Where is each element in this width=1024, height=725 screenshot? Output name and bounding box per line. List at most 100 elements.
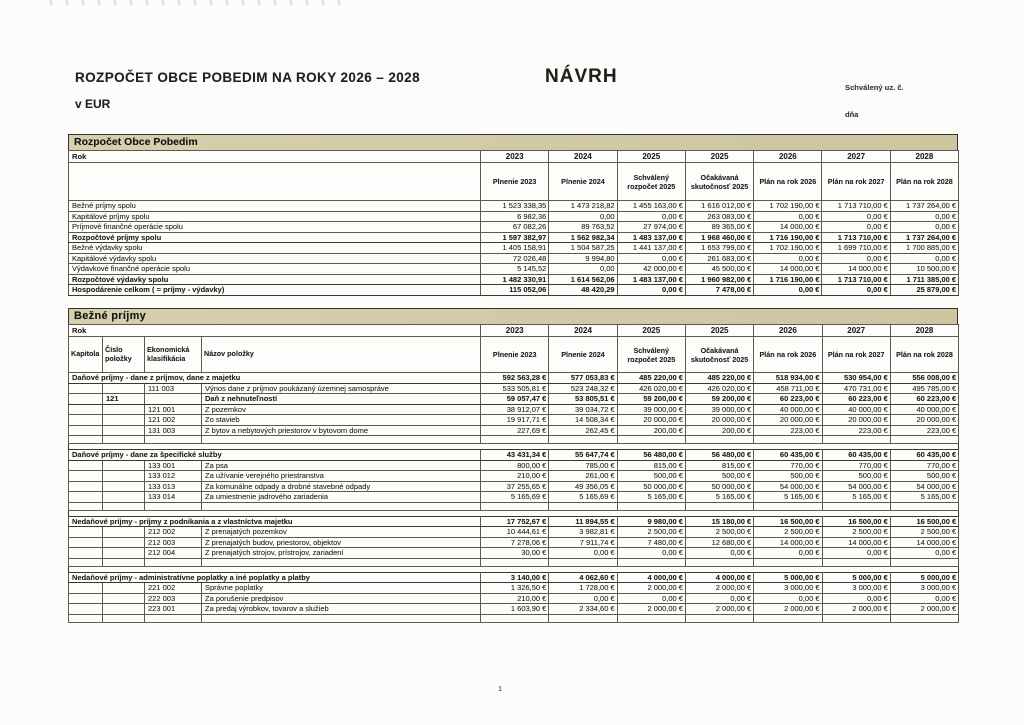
value-cell: 1 700 885,00 € (889, 242, 960, 254)
value-cell: 12 680,00 € (684, 536, 755, 548)
empty-cell (889, 435, 960, 444)
value-cell: 262,45 € (548, 424, 618, 436)
value-cell: 227,69 € (480, 424, 550, 436)
row-label: Bežné príjmy spolu (68, 200, 481, 212)
value-cell: 9 994,80 (548, 252, 618, 264)
econ-class-cell: 212 002 (144, 526, 202, 538)
kapitola-cell (68, 491, 103, 503)
section-name: Daňové príjmy - dane z príjmov, dane z m… (67, 372, 482, 384)
value-cell: 1 960 982,00 € (684, 273, 755, 285)
value-cell: 5 165,00 € (684, 491, 755, 503)
item-row: 212 004 Z prenajatých strojov, prístrojov… (68, 547, 960, 559)
period-subheader: Plnenie 2023 (479, 162, 550, 201)
section-gap (68, 510, 959, 516)
income-table-block: Bežné príjmy Rok 2023 2024 2025 2025 2026 2027… (67, 308, 960, 623)
value-cell: 0,00 (548, 210, 618, 222)
value-cell: 3 000,00 € (753, 582, 823, 594)
value-cell: 0,00 € (821, 252, 891, 264)
section-header-row: Nedaňové príjmy - príjmy z podnikania a … (67, 515, 960, 527)
empty-cell (548, 557, 618, 567)
item-number-cell (102, 480, 145, 492)
value-cell: 0,00 € (684, 592, 755, 604)
value-cell: 1 562 982,34 (548, 231, 618, 243)
value-cell: 200,00 € (616, 424, 686, 436)
value-cell: 54 000,00 € (753, 480, 823, 492)
section-value-cell: 5 000,00 € (821, 571, 891, 583)
value-cell: 5 165,00 € (753, 491, 823, 503)
item-number-cell (102, 526, 145, 538)
value-cell: 2 000,00 € (753, 603, 823, 615)
value-cell: 7 278,06 € (480, 536, 550, 548)
item-number-cell (102, 547, 145, 559)
value-cell: 0,00 € (616, 284, 686, 296)
period-subheader: Plán na rok 2026 (753, 162, 823, 201)
value-cell: 1 616 012,00 € (684, 200, 755, 212)
spacer-row (68, 557, 960, 567)
summary-table-head: Rok 2023 2024 2025 2025 2026 2027 2028 Plnenie 2… (68, 150, 960, 201)
item-row: 111 003 Výnos dane z príjmov poukázaný úz… (68, 382, 960, 394)
summary-row: Kapitálové výdavky spolu 72 026,48 9 994,8… (68, 252, 960, 264)
value-cell: 5 165,69 € (480, 491, 550, 503)
value-cell: 14 508,34 € (548, 414, 618, 426)
row-label: Príjmové finančné operácie spolu (68, 221, 481, 233)
value-cell: 42 000,00 € (616, 263, 686, 275)
row-label: Hospodárenie celkom ( = príjmy - výdavky… (68, 284, 481, 296)
gap-cell (68, 443, 959, 450)
item-row: 221 002 Správne poplatky 1 326,50 €1 728,0… (68, 582, 960, 594)
econ-class-cell: 212 003 (144, 536, 202, 548)
value-cell: 39 000,00 € (616, 403, 686, 415)
column-header: Ekonomická klasifikácia (144, 336, 202, 373)
row-label: Rozpočtové príjmy spolu (68, 231, 481, 243)
empty-cell (480, 435, 550, 444)
section-value-cell: 16 500,00 € (889, 515, 960, 527)
section-value-cell: 530 954,00 € (821, 372, 891, 384)
value-cell: 40 000,00 € (753, 403, 823, 415)
value-cell: 38 912,07 € (480, 403, 550, 415)
empty-cell (102, 613, 145, 623)
period-subheader: Plán na rok 2028 (889, 162, 960, 201)
section-value-cell: 60 435,00 € (753, 449, 823, 461)
row-label: Kapitálové príjmy spolu (68, 210, 481, 222)
value-cell: 500,00 € (684, 470, 755, 482)
year-header: 2025 (684, 150, 755, 163)
section-value-cell: 60 435,00 € (821, 449, 891, 461)
summary-row: Rozpočtové výdavky spolu 1 482 330,91 1 61… (68, 273, 960, 285)
empty-cell (68, 613, 103, 623)
item-number-cell (102, 592, 145, 604)
value-cell: 426 020,00 € (616, 382, 686, 394)
row-label: Kapitálové výdavky spolu (68, 252, 481, 264)
item-name-cell: Správne poplatky (200, 582, 482, 594)
value-cell: 800,00 € (480, 459, 550, 471)
value-cell: 2 000,00 € (616, 582, 686, 594)
kapitola-cell (68, 393, 103, 405)
value-cell: 48 420,29 (548, 284, 618, 296)
econ-class-cell: 133 013 (144, 480, 202, 492)
value-cell: 0,00 € (821, 210, 891, 222)
value-cell: 50 000,00 € (684, 480, 755, 492)
item-name-cell: Zo stavieb (200, 414, 482, 426)
section-value-cell: 56 480,00 € (684, 449, 755, 461)
value-cell: 1 713 710,00 € (821, 200, 891, 212)
econ-class-cell (144, 393, 202, 405)
value-cell: 210,00 € (480, 470, 550, 482)
kapitola-cell (68, 592, 103, 604)
value-cell: 261 683,00 € (684, 252, 755, 264)
value-cell: 2 500,00 € (684, 526, 755, 538)
item-name-cell: Za porušenie predpisov (200, 592, 482, 604)
date-label: dňa (845, 110, 859, 119)
value-cell: 5 165,00 € (821, 491, 891, 503)
value-cell: 39 000,00 € (684, 403, 755, 415)
empty-cell (616, 501, 686, 511)
value-cell: 37 255,65 € (480, 480, 550, 492)
empty-cell (68, 501, 103, 511)
empty-cell (102, 557, 145, 567)
value-cell: 6 982,36 (479, 210, 550, 222)
kapitola-cell (68, 403, 103, 415)
value-cell: 14 000,00 € (753, 263, 823, 275)
econ-class-cell: 111 003 (144, 382, 202, 394)
item-number-cell (102, 403, 145, 415)
summary-row: Bežné výdavky spolu 1 405 158,91 1 504 587… (68, 242, 960, 254)
scan-artifact (50, 0, 350, 5)
income-table-title: Bežné príjmy (68, 308, 958, 324)
draft-label: NÁVRH (545, 66, 618, 87)
